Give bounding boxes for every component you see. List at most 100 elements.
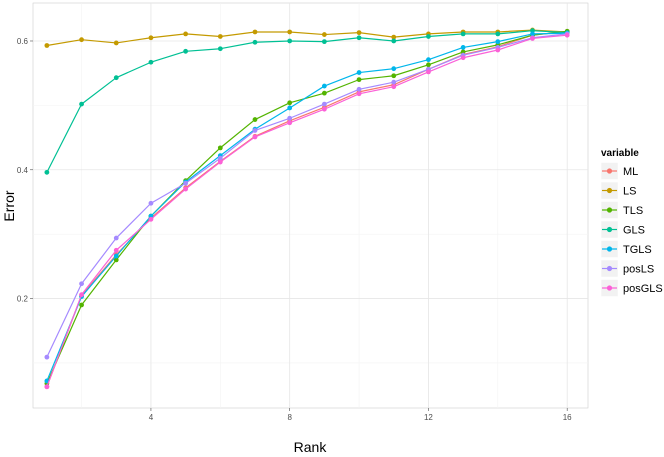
data-point-gls bbox=[391, 38, 397, 44]
data-point-tgls bbox=[321, 83, 327, 89]
data-point-ls bbox=[148, 35, 154, 41]
legend-title: variable bbox=[601, 148, 639, 159]
data-point-posls bbox=[148, 200, 154, 206]
data-point-ls bbox=[391, 34, 397, 40]
data-point-tls bbox=[356, 77, 362, 83]
data-point-ls bbox=[321, 32, 327, 37]
legend-marker-gls bbox=[606, 226, 613, 233]
data-point-posgls bbox=[113, 247, 119, 253]
data-point-posls bbox=[391, 79, 397, 85]
legend-label-ls: LS bbox=[623, 186, 636, 198]
data-point-tls bbox=[391, 73, 397, 79]
legend-marker-posls bbox=[606, 265, 613, 272]
y-tick-label: 0.2 bbox=[17, 295, 29, 304]
data-point-posgls bbox=[217, 159, 223, 165]
legend-marker-tls bbox=[606, 207, 613, 213]
data-point-tls bbox=[79, 302, 84, 308]
series-line-posls bbox=[46, 33, 568, 358]
data-point-posls bbox=[287, 115, 293, 121]
data-point-gls bbox=[252, 39, 258, 45]
series-line-posgls bbox=[46, 34, 568, 387]
data-point-tgls bbox=[460, 45, 466, 50]
y-axis: 0.2 0.4 0.6 bbox=[17, 37, 33, 304]
data-point-ls bbox=[79, 37, 84, 43]
data-point-tls bbox=[113, 257, 119, 263]
data-point-gls bbox=[79, 101, 84, 107]
data-point-posgls bbox=[321, 106, 327, 112]
x-tick-label: 16 bbox=[563, 413, 572, 422]
data-point-gls bbox=[113, 75, 119, 81]
data-point-tls bbox=[287, 100, 293, 106]
data-point-posgls bbox=[564, 32, 570, 38]
data-point-ls bbox=[287, 29, 293, 35]
data-point-posls bbox=[44, 354, 50, 360]
data-point-gls bbox=[356, 35, 362, 41]
data-point-tgls bbox=[356, 70, 362, 75]
data-point-posgls bbox=[426, 69, 431, 75]
data-point-posgls bbox=[44, 384, 50, 390]
data-point-tgls bbox=[530, 31, 535, 37]
data-point-posgls bbox=[530, 36, 535, 41]
data-point-posgls bbox=[148, 216, 154, 222]
legend: variable ML LS TLS GLS TGLS posLS posGLS bbox=[600, 148, 663, 297]
legend-marker-ml bbox=[606, 168, 613, 174]
data-point-posls bbox=[217, 155, 223, 161]
data-point-tgls bbox=[287, 105, 293, 111]
data-point-tgls bbox=[391, 66, 397, 72]
data-point-posgls bbox=[495, 47, 501, 53]
data-point-gls bbox=[321, 39, 327, 45]
data-point-posls bbox=[79, 281, 84, 287]
data-point-tls bbox=[252, 117, 258, 122]
data-point-tgls bbox=[426, 57, 431, 63]
data-point-gls bbox=[148, 59, 154, 65]
data-point-ls bbox=[183, 31, 189, 37]
data-point-gls bbox=[217, 46, 223, 52]
data-point-gls bbox=[183, 48, 189, 54]
data-point-ls bbox=[252, 29, 258, 35]
y-axis-title: Error bbox=[1, 190, 17, 221]
data-point-posgls bbox=[252, 134, 258, 140]
data-point-gls bbox=[426, 34, 431, 39]
data-point-posls bbox=[183, 180, 189, 186]
legend-marker-tgls bbox=[606, 246, 613, 252]
data-point-posgls bbox=[183, 186, 189, 192]
data-point-gls bbox=[495, 31, 501, 37]
data-point-gls bbox=[44, 169, 50, 175]
legend-label-ml: ML bbox=[623, 166, 638, 178]
data-point-posls bbox=[321, 101, 327, 107]
data-point-posls bbox=[113, 235, 119, 241]
data-point-ls bbox=[44, 43, 50, 48]
legend-marker-posgls bbox=[606, 285, 613, 291]
data-point-tgls bbox=[495, 39, 501, 45]
data-point-posls bbox=[252, 128, 258, 133]
data-point-posgls bbox=[287, 120, 293, 126]
legend-label-gls: GLS bbox=[623, 225, 645, 237]
legend-label-posgls: posGLS bbox=[623, 283, 663, 295]
x-axis-title: Rank bbox=[294, 439, 328, 455]
data-point-ls bbox=[113, 40, 119, 46]
data-point-posgls bbox=[79, 292, 84, 298]
legend-label-tgls: TGLS bbox=[623, 244, 652, 256]
legend-marker-ls bbox=[606, 187, 613, 194]
series-line-gls bbox=[46, 30, 568, 173]
y-tick-label: 0.4 bbox=[17, 166, 29, 175]
x-tick-label: 8 bbox=[287, 413, 292, 422]
data-point-posgls bbox=[460, 55, 466, 61]
data-point-gls bbox=[287, 38, 293, 44]
data-point-tgls bbox=[113, 253, 119, 259]
x-axis: 4 8 12 16 bbox=[149, 408, 572, 422]
data-point-tls bbox=[217, 145, 223, 151]
series-layer bbox=[44, 27, 570, 390]
y-tick-label: 0.6 bbox=[17, 37, 29, 46]
data-point-ls bbox=[356, 30, 362, 36]
series-line-tgls bbox=[46, 32, 568, 382]
data-point-tls bbox=[426, 62, 431, 68]
plot-panel bbox=[32, 2, 589, 409]
data-point-posgls bbox=[391, 84, 397, 90]
data-point-tls bbox=[321, 90, 327, 96]
data-point-posls bbox=[356, 86, 362, 92]
legend-label-posls: posLS bbox=[623, 264, 654, 276]
data-point-posgls bbox=[356, 91, 362, 97]
legend-label-tls: TLS bbox=[623, 205, 643, 217]
